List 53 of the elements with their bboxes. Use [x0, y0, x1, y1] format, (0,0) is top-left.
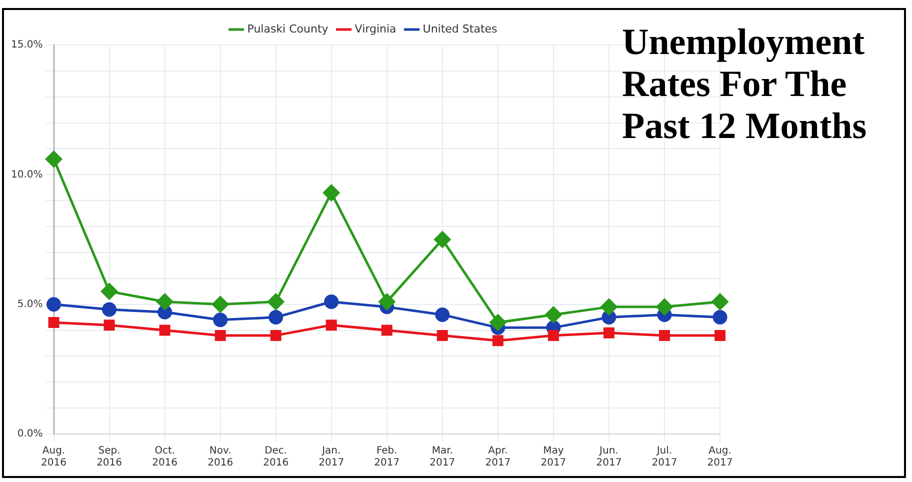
point — [324, 294, 339, 309]
y-tick-label: 5.0% — [17, 298, 43, 310]
y-tick-label: 10.0% — [10, 169, 43, 180]
point — [603, 327, 614, 338]
x-tick-label: Aug. 2016 — [41, 446, 66, 469]
x-tick-label: Jul. 2017 — [652, 446, 678, 469]
y-tick-label: 15.0% — [10, 40, 43, 51]
point — [435, 307, 450, 322]
point — [326, 320, 337, 331]
point — [270, 330, 282, 341]
legend-label: Pulaski County — [247, 22, 329, 36]
point — [48, 316, 60, 328]
x-tick-label: May 2017 — [540, 446, 566, 469]
point — [268, 293, 284, 310]
point — [656, 298, 673, 316]
point — [381, 324, 392, 336]
point — [492, 335, 504, 346]
point — [46, 150, 62, 168]
x-tick-label: Oct. 2016 — [152, 446, 178, 469]
point — [712, 310, 728, 325]
x-tick-label: Apr. 2017 — [485, 446, 511, 469]
legend-label: United States — [422, 22, 498, 36]
point — [548, 330, 559, 341]
point — [434, 231, 451, 248]
point — [600, 298, 618, 316]
point — [214, 330, 226, 341]
x-tick-label: Aug. 2017 — [707, 446, 733, 469]
point — [268, 310, 284, 325]
point — [712, 293, 728, 310]
point — [378, 293, 396, 310]
point — [436, 330, 448, 341]
x-tick-label: Jan. 2017 — [318, 446, 344, 469]
point — [658, 330, 670, 341]
point — [101, 283, 118, 300]
x-tick-label: Feb. 2017 — [374, 446, 400, 469]
point — [490, 314, 506, 331]
point — [714, 330, 726, 341]
point — [545, 306, 562, 323]
x-tick-label: Dec. 2016 — [263, 446, 289, 469]
point — [156, 293, 174, 310]
point — [213, 312, 228, 328]
point — [104, 320, 115, 331]
y-tick-label: 0.0% — [17, 428, 43, 440]
x-tick-label: Jun. 2017 — [596, 446, 622, 469]
point — [323, 184, 340, 202]
x-tick-label: Nov. 2016 — [208, 446, 234, 469]
legend-label: Virginia — [354, 22, 396, 36]
x-tick-label: Sep. 2016 — [96, 446, 122, 469]
text: Unemployment Rates For The Past 12 Months — [622, 22, 868, 148]
point — [212, 296, 229, 313]
x-tick-label: Mar. 2017 — [430, 446, 456, 469]
point — [159, 324, 170, 336]
point — [102, 302, 117, 317]
